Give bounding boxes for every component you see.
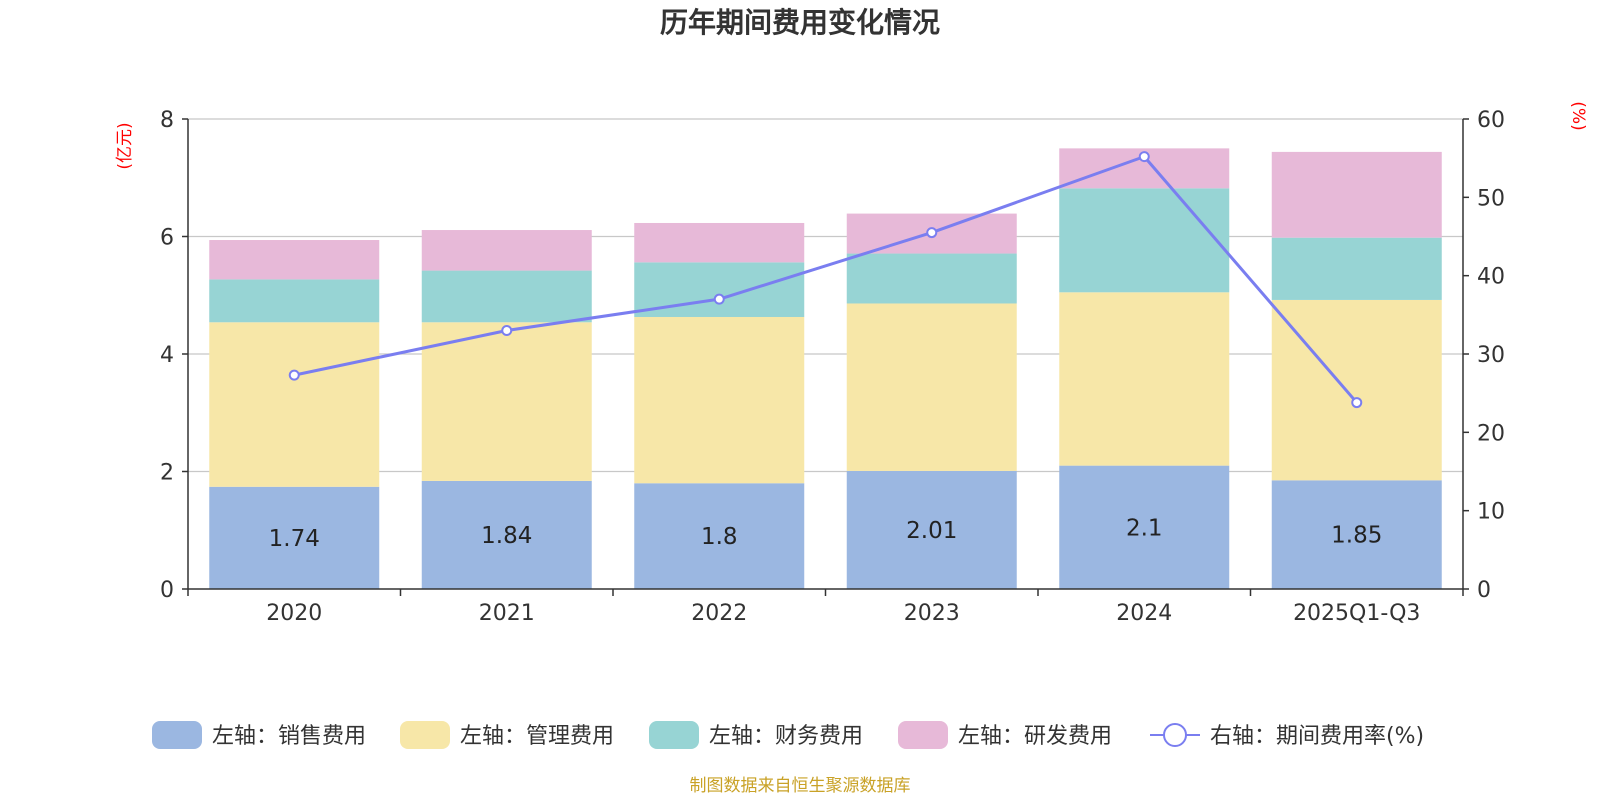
x-axis-tick-label: 2022 xyxy=(691,601,747,626)
right-axis-tick-label: 50 xyxy=(1477,186,1505,211)
left-axis-tick-label: 0 xyxy=(160,578,174,603)
x-axis-tick-label: 2024 xyxy=(1116,601,1172,626)
rate-point-2021 xyxy=(501,325,513,336)
bar-1-2025Q1-Q3 xyxy=(1271,480,1442,589)
rate-line-path xyxy=(293,155,1358,404)
data-label: 2.01 xyxy=(906,518,957,544)
rate-point-2024 xyxy=(1138,151,1150,163)
source-note: 制图数据来自恒生聚源数据库 xyxy=(690,776,911,796)
bar-3-2020 xyxy=(209,279,380,323)
bars xyxy=(209,148,1442,589)
left-axis-tick-label: 2 xyxy=(160,461,174,486)
data-label: 2.1 xyxy=(1126,515,1163,541)
bar-1-2021 xyxy=(421,480,592,589)
rate-point-2020 xyxy=(288,369,300,381)
left-axis-tick-label: 4 xyxy=(160,343,174,368)
bar-3-2023 xyxy=(846,253,1017,304)
bar-2-2025Q1-Q3 xyxy=(1271,299,1442,481)
rate-point-2023 xyxy=(926,227,938,239)
chart-title: 历年期间费用变化情况 xyxy=(660,6,940,39)
bar-2-2020 xyxy=(209,322,380,487)
legend-line-marker xyxy=(1163,723,1187,747)
bar-1-2020 xyxy=(209,486,380,589)
left-axis-tick-label: 8 xyxy=(160,108,174,133)
legend-swatch xyxy=(898,721,948,749)
x-axis-tick-label: 2023 xyxy=(904,601,960,626)
data-label: 1.84 xyxy=(481,523,532,549)
legend-label: 左轴：财务费用 xyxy=(709,724,863,749)
bar-4-2020 xyxy=(209,240,380,280)
data-label: 1.74 xyxy=(269,526,320,552)
legend-label: 左轴：研发费用 xyxy=(958,724,1112,749)
bar-1-2024 xyxy=(1059,465,1230,589)
left-axis-unit: (亿元) xyxy=(115,122,135,169)
right-axis-tick-label: 20 xyxy=(1477,421,1505,446)
legend-swatch xyxy=(649,721,699,749)
bar-3-2021 xyxy=(421,270,592,323)
rate-point-2022 xyxy=(713,293,725,305)
bar-2-2023 xyxy=(846,303,1017,471)
legend-label: 右轴：期间费用率(%) xyxy=(1210,724,1424,749)
bar-4-2021 xyxy=(421,230,592,271)
data-label: 1.8 xyxy=(701,524,738,550)
x-axis-tick-label: 2025Q1-Q3 xyxy=(1293,601,1420,626)
right-axis-tick-label: 30 xyxy=(1477,343,1505,368)
bar-1-2023 xyxy=(846,470,1017,589)
right-axis-unit: (%) xyxy=(1568,101,1588,130)
rate-point-2025Q1-Q3 xyxy=(1351,397,1363,409)
bar-4-2025Q1-Q3 xyxy=(1271,151,1442,238)
legend-label: 左轴：销售费用 xyxy=(212,724,366,749)
data-label: 1.85 xyxy=(1331,523,1382,549)
x-axis-tick-label: 2020 xyxy=(266,601,322,626)
x-axis-tick-label: 2021 xyxy=(479,601,535,626)
legend-swatch xyxy=(152,721,202,749)
rate-line xyxy=(288,151,1363,409)
axes: 0 2 4 6 8 0 10 20 30 40 50 60 2020 2021 2022 2023 2024 20… xyxy=(160,108,1505,626)
data-labels: 1.74 1.84 1.8 2.01 2.1 1.85 xyxy=(269,515,1383,552)
bar-2-2021 xyxy=(421,322,592,481)
left-axis-tick-label: 6 xyxy=(160,226,174,251)
legend-swatch xyxy=(400,721,450,749)
bar-2-2024 xyxy=(1059,292,1230,466)
right-axis-tick-label: 40 xyxy=(1477,265,1505,290)
bar-3-2024 xyxy=(1059,188,1230,293)
bar-4-2022 xyxy=(634,222,805,263)
right-axis-tick-label: 10 xyxy=(1477,500,1505,525)
bar-1-2022 xyxy=(634,483,805,589)
bar-3-2025Q1-Q3 xyxy=(1271,237,1442,300)
right-axis-tick-label: 0 xyxy=(1477,578,1491,603)
legend-label: 左轴：管理费用 xyxy=(460,724,614,749)
right-axis-tick-label: 60 xyxy=(1477,108,1505,133)
bar-2-2022 xyxy=(634,316,805,484)
legend: 左轴：销售费用 左轴：管理费用 左轴：财务费用 左轴：研发费用 右轴：期间费用率(%) xyxy=(152,721,1424,749)
